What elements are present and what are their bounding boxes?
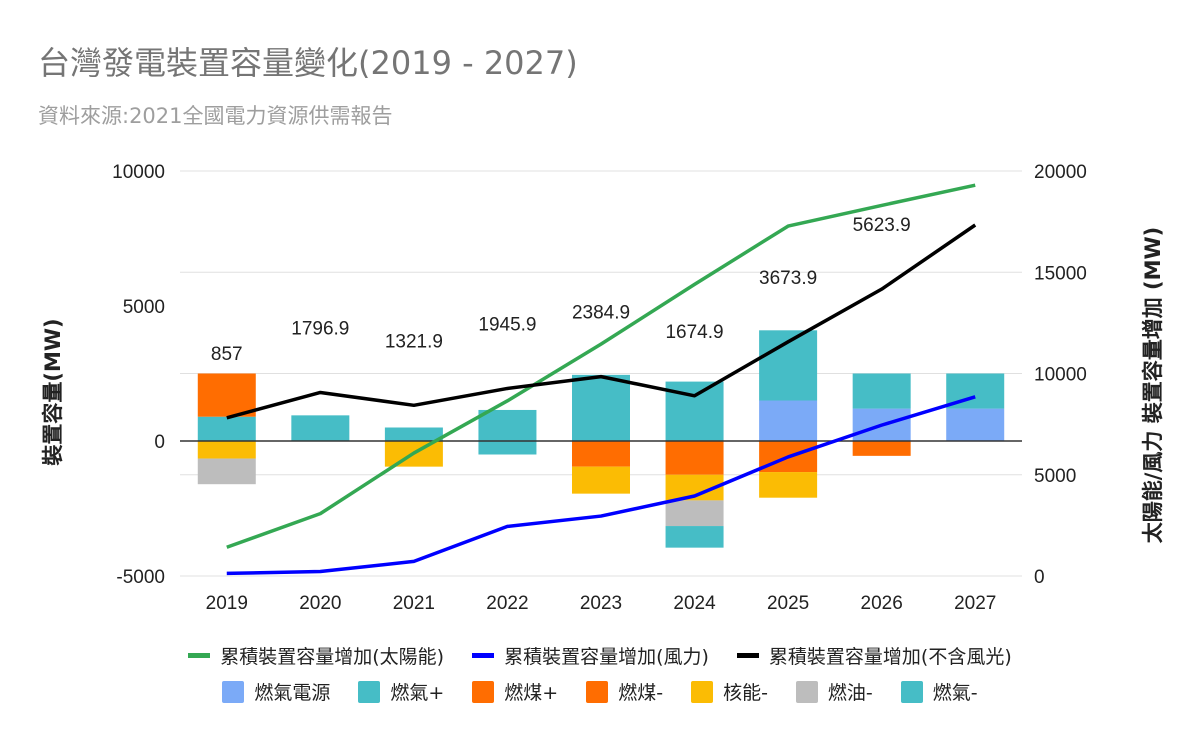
legend-lines: 累積裝置容量增加(太陽能) 累積裝置容量增加(風力) 累積裝置容量增加(不含風光) xyxy=(0,642,1200,669)
data-label: 2384.9 xyxy=(572,303,630,324)
legend-bars: 燃氣電源 燃氣+ 燃煤+ 燃煤- 核能- 燃油- 燃氣- xyxy=(0,678,1200,705)
legend-swatch xyxy=(586,680,609,703)
bar-segment xyxy=(478,409,537,441)
legend-swatch xyxy=(358,680,381,703)
legend-item: 燃油- xyxy=(795,678,873,705)
right-axis-ticks: 20000 15000 10000 5000 0 xyxy=(1034,162,1087,588)
legend-swatch xyxy=(472,680,495,703)
legend-item: 燃氣電源 xyxy=(222,678,330,705)
x-axis-ticks: 2019 2020 2021 2022 2023 2024 2025 2026 2027 xyxy=(206,593,997,614)
bar-segment xyxy=(665,526,724,548)
data-label: 1321.9 xyxy=(385,331,443,352)
bar-segment xyxy=(665,500,724,527)
legend-swatch xyxy=(472,653,495,658)
bar-segment xyxy=(852,373,911,409)
bar-segment xyxy=(384,427,443,441)
bar-segment xyxy=(572,441,630,467)
bar-segment xyxy=(197,441,256,459)
x-tick-label: 2020 xyxy=(299,593,341,614)
legend-label: 燃油- xyxy=(827,682,873,704)
legend-item: 燃煤+ xyxy=(472,678,558,705)
left-tick-label: 0 xyxy=(154,432,165,453)
bar-segment xyxy=(572,466,630,494)
legend-item: 燃氣+ xyxy=(358,678,444,705)
left-tick-label: -5000 xyxy=(116,567,165,588)
left-tick-label: 10000 xyxy=(112,162,165,183)
left-axis-title: 裝置容量(MW) xyxy=(41,318,65,466)
x-tick-label: 2023 xyxy=(580,593,622,614)
bar-segment xyxy=(197,458,256,485)
legend-swatch xyxy=(736,653,759,658)
bar-segment xyxy=(665,441,724,475)
series-line xyxy=(226,395,976,576)
legend-swatch xyxy=(900,680,923,703)
legend-item: 累積裝置容量增加(風力) xyxy=(472,642,709,669)
legend-label: 核能- xyxy=(723,682,768,704)
bar-segment xyxy=(759,472,818,498)
x-tick-label: 2021 xyxy=(393,593,435,614)
bar-segment xyxy=(946,408,1005,441)
right-tick-label: 5000 xyxy=(1034,466,1076,487)
legend-item: 燃氣- xyxy=(900,678,978,705)
series-line xyxy=(226,183,976,549)
data-label: 857 xyxy=(211,344,243,365)
legend-label: 累積裝置容量增加(風力) xyxy=(504,646,709,668)
bar-segment xyxy=(759,400,818,441)
legend-item: 累積裝置容量增加(不含風光) xyxy=(736,642,1012,669)
legend-swatch xyxy=(795,680,818,703)
data-label: 1945.9 xyxy=(478,314,536,335)
left-axis-ticks: 10000 5000 0 -5000 xyxy=(112,162,165,588)
bar-marks xyxy=(197,330,1005,548)
right-tick-label: 0 xyxy=(1034,567,1045,588)
x-tick-label: 2026 xyxy=(861,593,903,614)
legend-item: 累積裝置容量增加(太陽能) xyxy=(188,642,444,669)
data-labels: 857 1796.9 1321.9 1945.9 2384.9 1674.9 3673.9 5… xyxy=(211,215,911,365)
x-tick-label: 2027 xyxy=(954,593,996,614)
right-tick-label: 15000 xyxy=(1034,263,1087,284)
legend-label: 燃氣電源 xyxy=(254,682,331,704)
bar-segment xyxy=(572,374,630,441)
data-label: 1674.9 xyxy=(665,322,723,343)
right-tick-label: 20000 xyxy=(1034,162,1087,183)
bar-segment xyxy=(197,416,256,441)
x-tick-label: 2019 xyxy=(206,593,248,614)
legend-label: 累積裝置容量增加(不含風光) xyxy=(768,646,1012,668)
x-tick-label: 2025 xyxy=(767,593,809,614)
line-marks xyxy=(226,183,977,576)
legend-label: 燃煤- xyxy=(618,682,664,704)
bar-segment xyxy=(197,373,256,417)
legend-swatch xyxy=(222,680,245,703)
legend-swatch xyxy=(188,653,211,658)
series-line xyxy=(226,223,977,420)
right-tick-label: 10000 xyxy=(1034,365,1087,386)
legend-label: 燃煤+ xyxy=(504,682,559,704)
right-axis-title: 太陽能/風力 裝置容量增加 (MW) xyxy=(1141,227,1165,544)
bar-segment xyxy=(852,441,911,456)
legend-item: 燃煤- xyxy=(586,678,663,705)
data-label: 5623.9 xyxy=(853,215,911,236)
data-label: 1796.9 xyxy=(291,318,349,339)
legend-label: 累積裝置容量增加(太陽能) xyxy=(220,646,445,668)
x-tick-label: 2022 xyxy=(486,593,528,614)
data-label: 3673.9 xyxy=(759,268,817,289)
legend-label: 燃氣+ xyxy=(390,682,445,704)
left-tick-label: 5000 xyxy=(123,297,165,318)
legend-label: 燃氣- xyxy=(932,682,978,704)
legend-swatch xyxy=(691,680,714,703)
bar-segment xyxy=(478,441,537,455)
legend-item: 核能- xyxy=(691,678,768,705)
x-tick-label: 2024 xyxy=(673,593,716,614)
chart-subtitle: 資料來源:2021全國電力資源供需報告 xyxy=(38,104,393,128)
bar-segment xyxy=(291,415,350,441)
chart-title: 台灣發電裝置容量變化(2019 - 2027) xyxy=(38,44,578,82)
